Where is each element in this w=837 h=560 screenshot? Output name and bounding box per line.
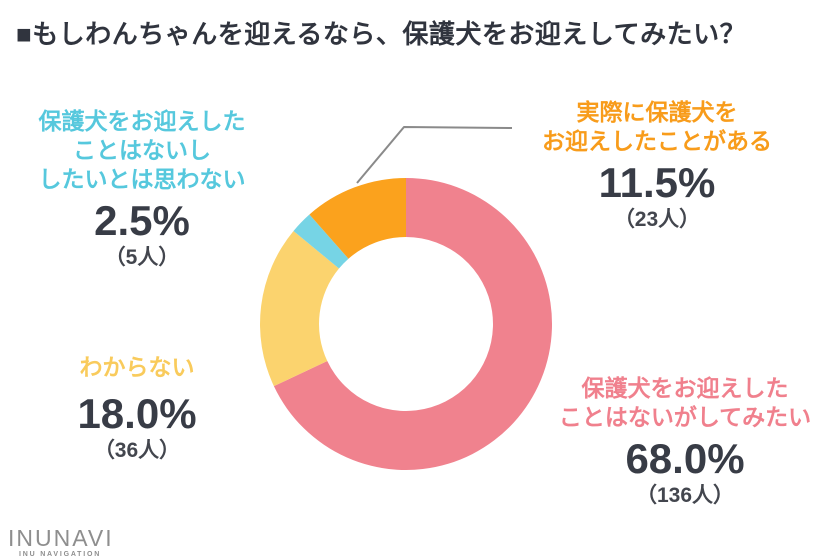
donut-segment-no-desire <box>293 214 349 269</box>
donut-segment-adopted <box>309 178 406 259</box>
label-no-desire: 保護犬をお迎えした ことはないし したいとは思わない 2.5% （5人） <box>4 107 280 271</box>
label-want-to-adopt: 保護犬をお迎えした ことはないがしてみたい 68.0% （136人） <box>536 374 834 509</box>
label-text-line: 保護犬をお迎えした <box>38 108 246 134</box>
label-adopted: 実際に保護犬を お迎えしたことがある 11.5% （23人） <box>508 98 806 233</box>
label-text-line: したいとは思わない <box>38 166 246 192</box>
label-text-line: 実際に保護犬を <box>576 99 738 125</box>
label-text-line: 保護犬をお迎えした <box>581 375 789 401</box>
label-text-line: ことはないし <box>73 137 211 163</box>
brand-logo: INUNAVI INU NAVIGATION <box>8 526 114 558</box>
page-title: ■もしわんちゃんを迎えるなら、保護犬をお迎えしてみたい？ <box>16 19 747 49</box>
percent-value: 18.0% <box>77 390 197 437</box>
percent-value: 2.5% <box>94 197 190 244</box>
count-value: （23人） <box>613 208 701 231</box>
percent-value: 11.5% <box>598 159 716 206</box>
label-text-line: わからない <box>79 354 195 380</box>
count-value: （5人） <box>104 246 180 269</box>
leader-line <box>356 126 513 184</box>
percent-value: 68.0% <box>625 435 745 482</box>
label-text-line: お迎えしたことがある <box>542 128 772 154</box>
count-value: （36人） <box>93 439 181 462</box>
label-text-line: ことはないがしてみたい <box>558 404 812 430</box>
label-dont-know: わからない 18.0% （36人） <box>30 353 244 464</box>
logo-name: INUNAVI <box>8 525 114 551</box>
logo-subtitle: INU NAVIGATION <box>19 551 102 558</box>
count-value: （136人） <box>635 484 735 507</box>
